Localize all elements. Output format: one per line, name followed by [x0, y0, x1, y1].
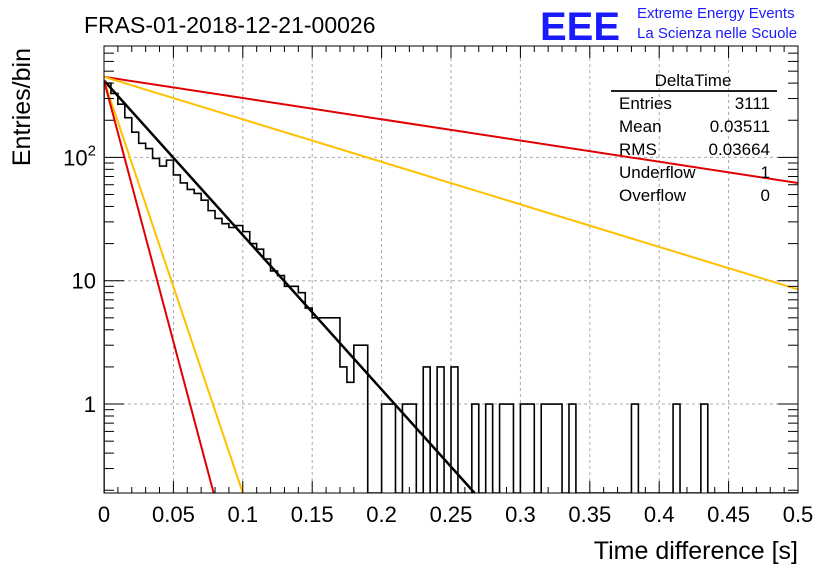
x-tick-label: 0.3 — [505, 502, 536, 527]
fit-line — [104, 80, 215, 493]
stats-title: DeltaTime — [655, 71, 732, 90]
stats-value: 0 — [761, 186, 770, 205]
x-tick-label: 0.15 — [291, 502, 334, 527]
stats-label: Overflow — [619, 186, 687, 205]
chart-title: FRAS-01-2018-12-21-00026 — [84, 12, 376, 38]
y-axis-label: Entries/bin — [8, 48, 36, 166]
x-tick-label: 0.05 — [152, 502, 195, 527]
stats-value: 0.03511 — [710, 117, 770, 136]
histogram-series — [104, 82, 798, 493]
stats-label: Underflow — [619, 163, 696, 182]
x-axis-label: Time difference [s] — [594, 537, 798, 565]
x-tick-label: 0.5 — [783, 502, 814, 527]
y-tick-label: 102 — [63, 142, 96, 170]
fit-line — [104, 79, 476, 493]
fit-line — [104, 75, 798, 291]
stats-label: Mean — [619, 117, 662, 136]
x-tick-label: 0.45 — [707, 502, 750, 527]
y-tick-label: 1 — [84, 392, 96, 417]
stats-value: 1 — [761, 163, 770, 182]
y-tick-label: 10 — [72, 269, 96, 294]
fit-line — [104, 80, 244, 493]
stats-box: DeltaTime Entries 3111 Mean 0.03511 RMS 0.0366… — [611, 71, 777, 205]
logo-mark: EEE — [540, 5, 620, 49]
logo-line-2: La Scienza nelle Scuole — [637, 25, 797, 42]
x-tick-label: 0.2 — [366, 502, 397, 527]
stats-value: 3111 — [735, 94, 770, 113]
stats-label: RMS — [619, 140, 657, 159]
x-tick-label: 0.4 — [644, 502, 675, 527]
axis-ticks — [103, 45, 799, 493]
tick-labels: 0 0.05 0.1 0.15 0.2 0.25 0.3 0.35 0.4 0.45 0.51101… — [63, 142, 813, 527]
x-tick-label: 0.25 — [430, 502, 473, 527]
stats-label: Entries — [619, 94, 672, 113]
eee-logo: EEE Extreme Energy Events La Scienza nel… — [540, 5, 797, 49]
x-tick-label: 0.35 — [568, 502, 611, 527]
histogram-and-fits — [104, 75, 798, 493]
grid — [104, 46, 798, 493]
x-tick-label: 0.1 — [228, 502, 259, 527]
fit-line — [104, 75, 798, 184]
stats-value: 0.03664 — [709, 140, 770, 159]
x-tick-label: 0 — [98, 502, 110, 527]
logo-line-1: Extreme Energy Events — [637, 5, 795, 22]
plot-content — [104, 75, 798, 493]
